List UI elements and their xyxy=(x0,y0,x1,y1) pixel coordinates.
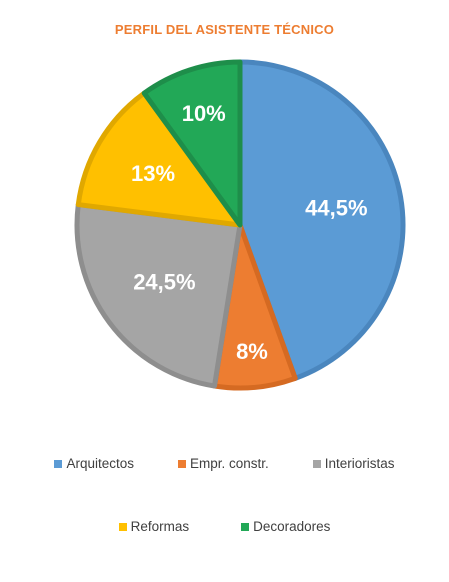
legend-item: Decoradores xyxy=(241,519,330,534)
legend-label: Empr. constr. xyxy=(189,456,269,471)
pie-slice-arquitectos xyxy=(237,59,406,381)
pie-slice-reformas xyxy=(75,90,243,228)
legend-label: Decoradores xyxy=(253,519,331,534)
legend-swatch xyxy=(312,459,321,468)
slice-label: 8% xyxy=(236,339,268,364)
legend-item: Empr. constr. xyxy=(177,456,269,471)
legend-swatch xyxy=(54,459,63,468)
legend-item: Interioristas xyxy=(312,456,395,471)
legend-item: Arquitectos xyxy=(54,456,134,471)
legend-row: Reformas Decoradores xyxy=(0,519,449,534)
pie-chart: 44,5% 8% 24,5% 13% 10% xyxy=(74,59,406,391)
legend-label: Reformas xyxy=(130,519,190,534)
legend-item: Reformas xyxy=(118,519,190,534)
legend-label: Arquitectos xyxy=(66,456,134,471)
legend-swatch xyxy=(241,522,250,531)
pie-slice-decoradores xyxy=(141,59,243,228)
slice-label: 13% xyxy=(131,161,175,186)
slice-label: 10% xyxy=(182,101,226,126)
legend-swatch xyxy=(177,459,186,468)
slice-label: 44,5% xyxy=(305,196,367,221)
pie-slice-interioristas xyxy=(74,202,243,389)
legend-label: Interioristas xyxy=(324,456,395,471)
chart-title: PERFIL DEL ASISTENTE TÉCNICO xyxy=(114,22,335,37)
slice-label: 24,5% xyxy=(133,269,195,294)
legend-swatch xyxy=(118,522,127,531)
legend-row: Arquitectos Empr. constr. Interioristas xyxy=(0,456,449,471)
